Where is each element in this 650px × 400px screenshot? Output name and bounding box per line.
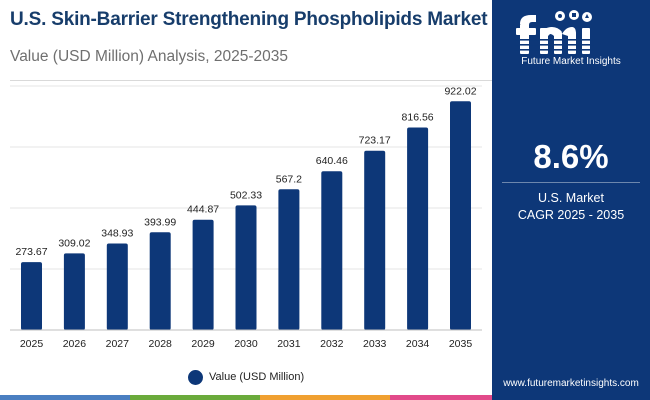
bar-2026 [63, 253, 85, 330]
chart-subtitle: Value (USD Million) Analysis, 2025-2035 [10, 48, 288, 65]
legend-swatch [188, 369, 203, 385]
x-tick-label-2025: 2025 [20, 338, 44, 350]
data-label-2026: 309.02 [58, 237, 90, 249]
x-tick-label-2027: 2027 [106, 338, 130, 350]
x-tick-label-2026: 2026 [63, 338, 87, 350]
bar-2027 [106, 243, 128, 330]
strip-segment-4 [390, 395, 520, 400]
x-tick-label-2032: 2032 [320, 338, 344, 350]
chart-title: U.S. Skin-Barrier Strengthening Phosphol… [10, 9, 488, 30]
bar-2034 [407, 127, 429, 330]
bar-2025 [21, 262, 42, 330]
bar-2031 [278, 189, 300, 330]
bar-2035 [450, 101, 471, 330]
bar-2029 [192, 219, 214, 330]
bar-2030 [235, 205, 257, 330]
bar-2033 [364, 150, 386, 330]
cagr-label: U.S. Market CAGR 2025 - 2035 [492, 190, 650, 224]
x-tick-label-2031: 2031 [277, 338, 301, 350]
side-panel: Future Market Insights 8.6% U.S. Market … [492, 0, 650, 400]
cagr-label-market: U.S. Market [538, 191, 604, 205]
strip-segment-3 [260, 395, 390, 400]
bar-chart: 273.67 2025 309.02 2026 348.93 2027 393.99 2028… [10, 85, 482, 350]
data-label-2028: 393.99 [144, 216, 176, 228]
cagr-divider [502, 182, 640, 183]
data-label-2032: 640.46 [316, 155, 348, 167]
website-link[interactable]: www.futuremarketinsights.com [503, 378, 639, 389]
brand-name: Future Market Insights [521, 56, 621, 67]
legend-label: Value (USD Million) [209, 371, 305, 383]
x-tick-label-2030: 2030 [234, 338, 258, 350]
strip-segment-1 [0, 395, 130, 400]
bar-2032 [321, 171, 343, 330]
data-label-2035: 922.02 [444, 85, 476, 97]
x-tick-label-2034: 2034 [406, 338, 430, 350]
cagr-value: 8.6% [533, 138, 609, 175]
data-label-2030: 502.33 [230, 189, 262, 201]
x-tick-label-2035: 2035 [449, 338, 473, 350]
data-label-2034: 816.56 [402, 112, 434, 124]
header-divider [10, 80, 492, 81]
strip-segment-2 [130, 395, 260, 400]
data-label-2029: 444.87 [187, 204, 219, 216]
x-tick-label-2028: 2028 [149, 338, 173, 350]
data-label-2025: 273.67 [15, 246, 47, 258]
data-label-2033: 723.17 [359, 135, 391, 147]
bar-2028 [149, 232, 171, 330]
x-tick-label-2029: 2029 [191, 338, 215, 350]
data-label-2027: 348.93 [101, 228, 133, 240]
cagr-label-period: CAGR 2025 - 2035 [517, 208, 625, 222]
data-label-2031: 567.2 [276, 173, 302, 185]
chart-legend: Value (USD Million) [188, 368, 304, 386]
fmi-logo [514, 10, 594, 54]
x-tick-label-2033: 2033 [363, 338, 387, 350]
